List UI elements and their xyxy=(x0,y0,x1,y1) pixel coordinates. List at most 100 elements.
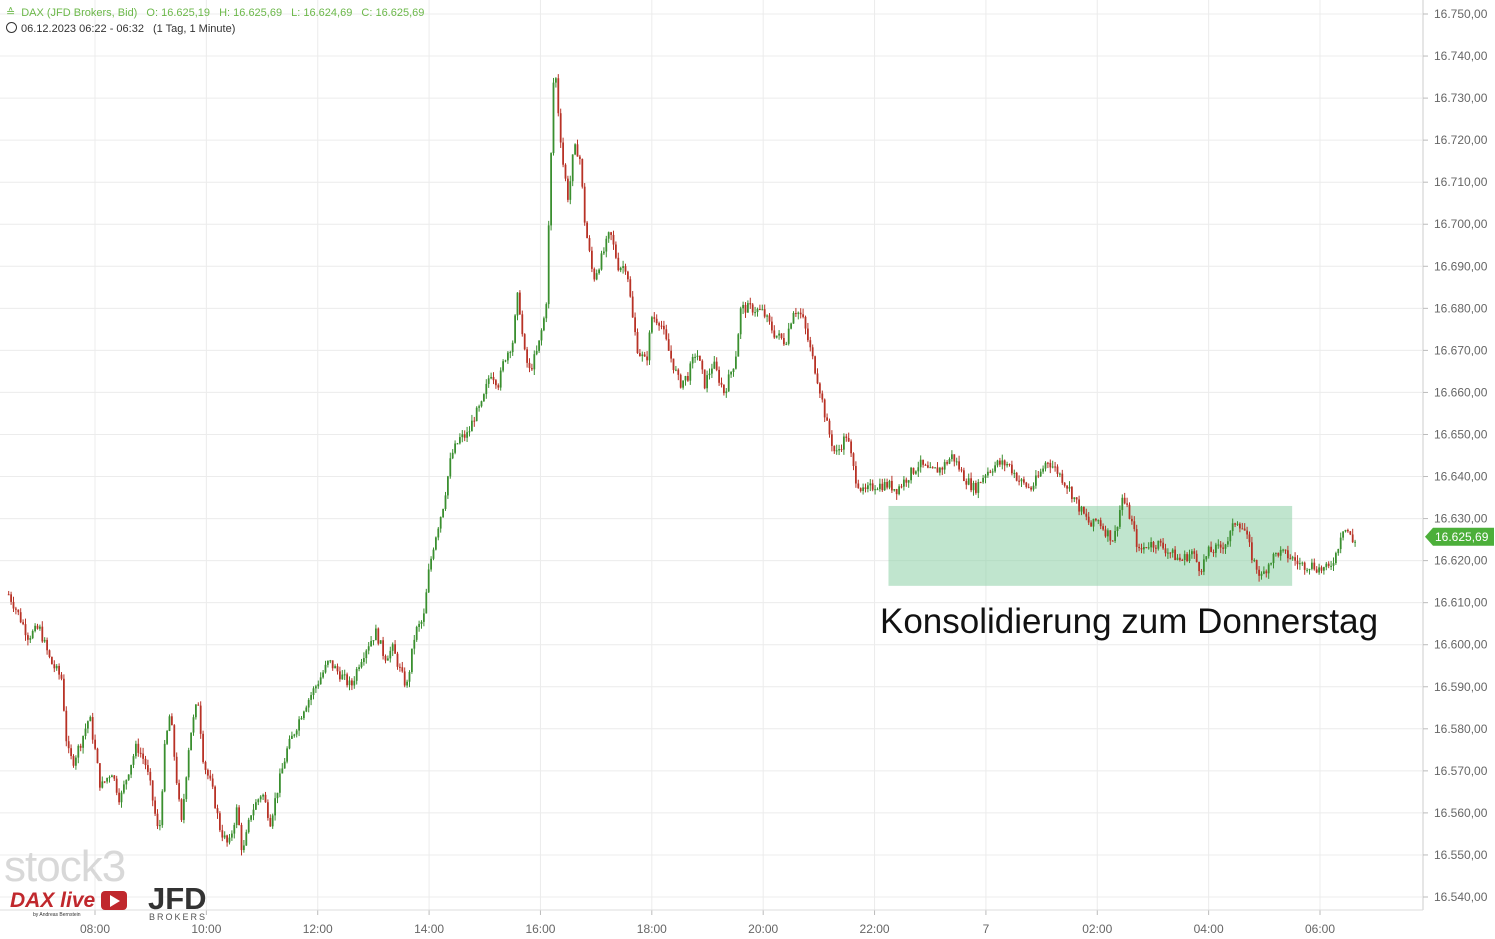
candle xyxy=(991,468,994,476)
candle xyxy=(168,714,171,732)
candle xyxy=(871,479,874,492)
candle xyxy=(497,383,500,391)
candle xyxy=(890,475,893,493)
candle xyxy=(442,508,444,518)
candle xyxy=(336,663,339,675)
candle xyxy=(696,350,699,361)
candle xyxy=(223,831,226,840)
candle xyxy=(1030,486,1032,492)
y-tick-label: 16.740,00 xyxy=(1434,49,1488,63)
candle xyxy=(214,785,216,809)
candle xyxy=(746,300,749,313)
candle xyxy=(806,322,809,343)
candle xyxy=(298,716,300,737)
candle xyxy=(1092,518,1095,532)
candle xyxy=(970,472,972,493)
candle xyxy=(79,743,82,752)
candle xyxy=(158,819,161,831)
jfd-sub: BROKERS xyxy=(149,912,208,922)
candle xyxy=(550,152,552,231)
candle xyxy=(1015,471,1018,482)
candle xyxy=(1342,531,1344,541)
candle xyxy=(485,379,488,399)
candle xyxy=(737,333,740,357)
candle xyxy=(1013,469,1016,479)
candle xyxy=(619,266,622,273)
x-tick-label: 08:00 xyxy=(80,922,110,936)
candle xyxy=(1049,459,1052,474)
candle xyxy=(614,241,617,260)
candle xyxy=(362,652,365,666)
candle xyxy=(850,439,852,458)
candle xyxy=(281,763,284,774)
candle xyxy=(367,642,370,655)
candle xyxy=(1303,561,1306,575)
chart-header: ≙ DAX (JFD Brokers, Bid) O: 16.625,19 H: … xyxy=(6,6,430,19)
candle xyxy=(1231,518,1234,536)
candle xyxy=(698,355,701,361)
candle xyxy=(518,290,521,315)
candle xyxy=(240,822,243,856)
candle xyxy=(475,406,478,422)
candle xyxy=(888,479,891,490)
candle xyxy=(1094,518,1097,522)
candle xyxy=(1097,519,1100,525)
candle xyxy=(77,744,80,764)
candle xyxy=(264,791,267,803)
candle xyxy=(1186,552,1188,563)
candle xyxy=(286,746,288,764)
candle xyxy=(1109,530,1112,545)
candle xyxy=(94,734,96,751)
candle xyxy=(190,732,192,751)
candle xyxy=(811,344,814,360)
candle xyxy=(1222,542,1224,554)
candle xyxy=(1032,482,1035,492)
candle xyxy=(1169,552,1172,559)
candle xyxy=(600,250,603,271)
candle xyxy=(540,328,543,346)
candle xyxy=(1054,461,1056,472)
candle xyxy=(310,691,312,706)
high-value: H: 16.625,69 xyxy=(219,7,283,19)
y-tick-label: 16.540,00 xyxy=(1434,890,1488,904)
candle xyxy=(758,304,761,311)
candle xyxy=(530,363,533,371)
candle xyxy=(1344,529,1347,533)
candle xyxy=(1298,557,1301,570)
candle xyxy=(29,635,32,644)
candle xyxy=(494,378,497,389)
candle xyxy=(713,356,716,370)
candle xyxy=(170,713,173,726)
candle xyxy=(206,768,209,780)
candle xyxy=(989,469,992,474)
candle xyxy=(1085,508,1088,521)
clock-icon xyxy=(6,22,17,33)
candle xyxy=(626,270,629,283)
candle xyxy=(185,776,188,802)
candle xyxy=(701,359,704,374)
candle xyxy=(521,310,524,337)
y-tick-label: 16.690,00 xyxy=(1434,259,1488,273)
candle xyxy=(348,676,351,691)
candle xyxy=(562,137,564,168)
candle xyxy=(1238,522,1241,533)
candle xyxy=(785,341,788,346)
candle xyxy=(1150,537,1152,552)
candle xyxy=(12,596,15,613)
jfd-logo: JFD xyxy=(148,881,207,916)
candle xyxy=(845,433,848,442)
candle xyxy=(1128,502,1131,520)
candle xyxy=(108,775,111,783)
candle xyxy=(1346,528,1349,533)
candle xyxy=(1330,560,1332,571)
candle xyxy=(958,455,960,472)
candle xyxy=(1027,483,1030,489)
candle xyxy=(1327,561,1330,569)
candle xyxy=(461,430,464,443)
x-tick-label: 10:00 xyxy=(191,922,221,936)
candle xyxy=(1178,553,1181,562)
low-value: L: 16.624,69 xyxy=(291,7,353,19)
candle xyxy=(1147,542,1150,550)
candle xyxy=(1272,552,1275,569)
candle xyxy=(422,608,425,627)
